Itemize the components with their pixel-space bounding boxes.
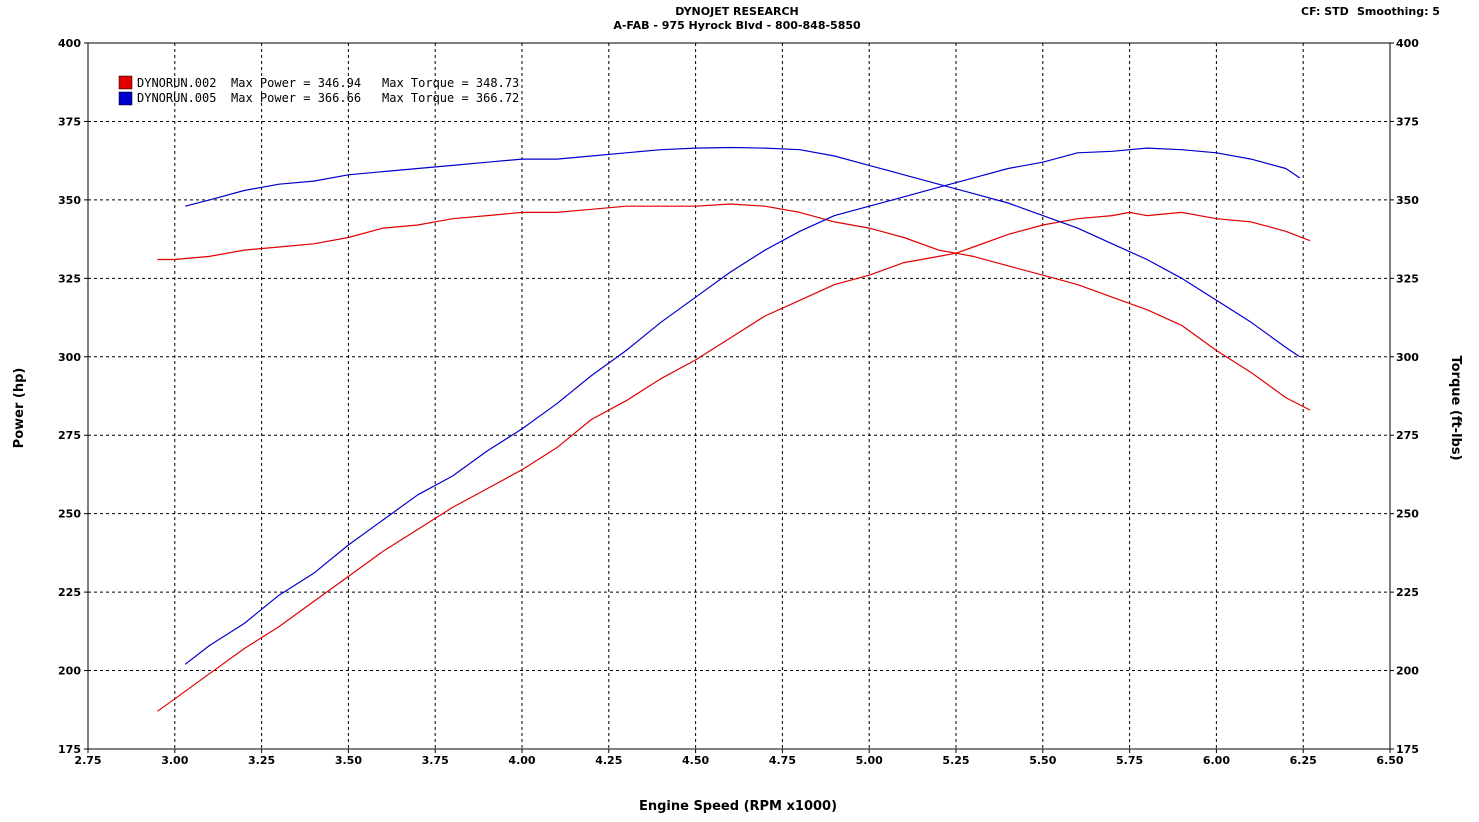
legend-run-005-power: Max Power = 366.66	[231, 91, 361, 105]
x-tick-label: 3.75	[422, 754, 449, 767]
y-tick-label-right: 250	[1396, 508, 1419, 521]
legend-swatch-run-002	[118, 75, 133, 90]
x-tick-label: 5.00	[856, 754, 883, 767]
y-tick-label-right: 275	[1396, 429, 1419, 442]
x-tick-label: 6.25	[1290, 754, 1317, 767]
x-tick-label: 4.00	[508, 754, 535, 767]
y-tick-label-left: 200	[58, 665, 81, 678]
y-tick-label-left: 275	[58, 429, 81, 442]
y-tick-label-right: 400	[1396, 37, 1419, 50]
series-line-dynorun-005-power	[184, 147, 1301, 665]
y-tick-labels-left: 175 200 225 250 275 300 325 350 375 400	[58, 37, 81, 756]
series-line-dynorun-002-torque	[157, 203, 1311, 411]
y-tick-label-right: 375	[1396, 115, 1419, 128]
y-tick-labels-right: 175 200 225 250 275 300 325 350 375 400	[1396, 37, 1419, 756]
legend-swatch-run-005	[118, 91, 133, 106]
y-tick-label-right: 350	[1396, 194, 1419, 207]
y-tick-label-right: 325	[1396, 272, 1419, 285]
y-tick-label-left: 250	[58, 508, 81, 521]
y-tick-label-right: 225	[1396, 586, 1419, 599]
legend-run-002-name: DYNORUN.002	[137, 76, 216, 90]
y-tick-label-left: 175	[58, 743, 81, 756]
x-tick-label: 4.50	[682, 754, 709, 767]
y-tick-label-left: 325	[58, 272, 81, 285]
y-tick-label-left: 375	[58, 115, 81, 128]
x-tick-label: 3.50	[335, 754, 362, 767]
x-axis-title: Engine Speed (RPM x1000)	[639, 799, 837, 814]
plot-area	[87, 42, 1391, 750]
y-tick-label-left: 350	[58, 194, 81, 207]
y-tick-label-right: 200	[1396, 665, 1419, 678]
x-tick-label: 5.75	[1116, 754, 1143, 767]
grid-lines	[84, 42, 1394, 753]
legend-run-002-torque: Max Torque = 348.73	[382, 76, 519, 90]
legend: DYNORUN.002 Max Power = 346.94 Max Torqu…	[118, 75, 519, 106]
y-axis-title-right: Torque (ft-lbs)	[1448, 355, 1463, 460]
y-axis-title-left: Power (hp)	[12, 368, 27, 449]
chart-title: DYNOJET RESEARCH	[675, 5, 798, 18]
y-tick-label-left: 400	[58, 37, 81, 50]
series-line-dynorun-002-power	[157, 211, 1311, 712]
series-lines	[157, 146, 1311, 712]
x-tick-label: 3.25	[248, 754, 275, 767]
legend-run-002-power: Max Power = 346.94	[231, 76, 361, 90]
x-tick-label: 4.25	[595, 754, 622, 767]
y-tick-label-right: 300	[1396, 351, 1419, 364]
x-tick-label: 4.75	[769, 754, 796, 767]
x-tick-label: 6.00	[1203, 754, 1230, 767]
smoothing-setting: Smoothing: 5	[1357, 5, 1440, 18]
x-tick-label: 5.25	[942, 754, 969, 767]
x-tick-label: 3.00	[161, 754, 188, 767]
y-tick-label-right: 175	[1396, 743, 1419, 756]
x-tick-labels: 2.75 3.00 3.25 3.50 3.75 4.00 4.25 4.50 4.75 5.00…	[74, 754, 1403, 767]
x-tick-label: 5.50	[1029, 754, 1056, 767]
x-tick-label: 2.75	[74, 754, 101, 767]
y-tick-label-left: 225	[58, 586, 81, 599]
legend-run-005-name: DYNORUN.005	[137, 91, 216, 105]
series-line-dynorun-005-torque	[185, 146, 1301, 358]
x-tick-label: 6.50	[1376, 754, 1403, 767]
y-tick-label-left: 300	[58, 351, 81, 364]
legend-run-005-torque: Max Torque = 366.72	[382, 91, 519, 105]
correction-factor: CF: STD	[1301, 5, 1349, 18]
chart-subtitle: A-FAB - 975 Hyrock Blvd - 800-848-5850	[613, 19, 861, 32]
